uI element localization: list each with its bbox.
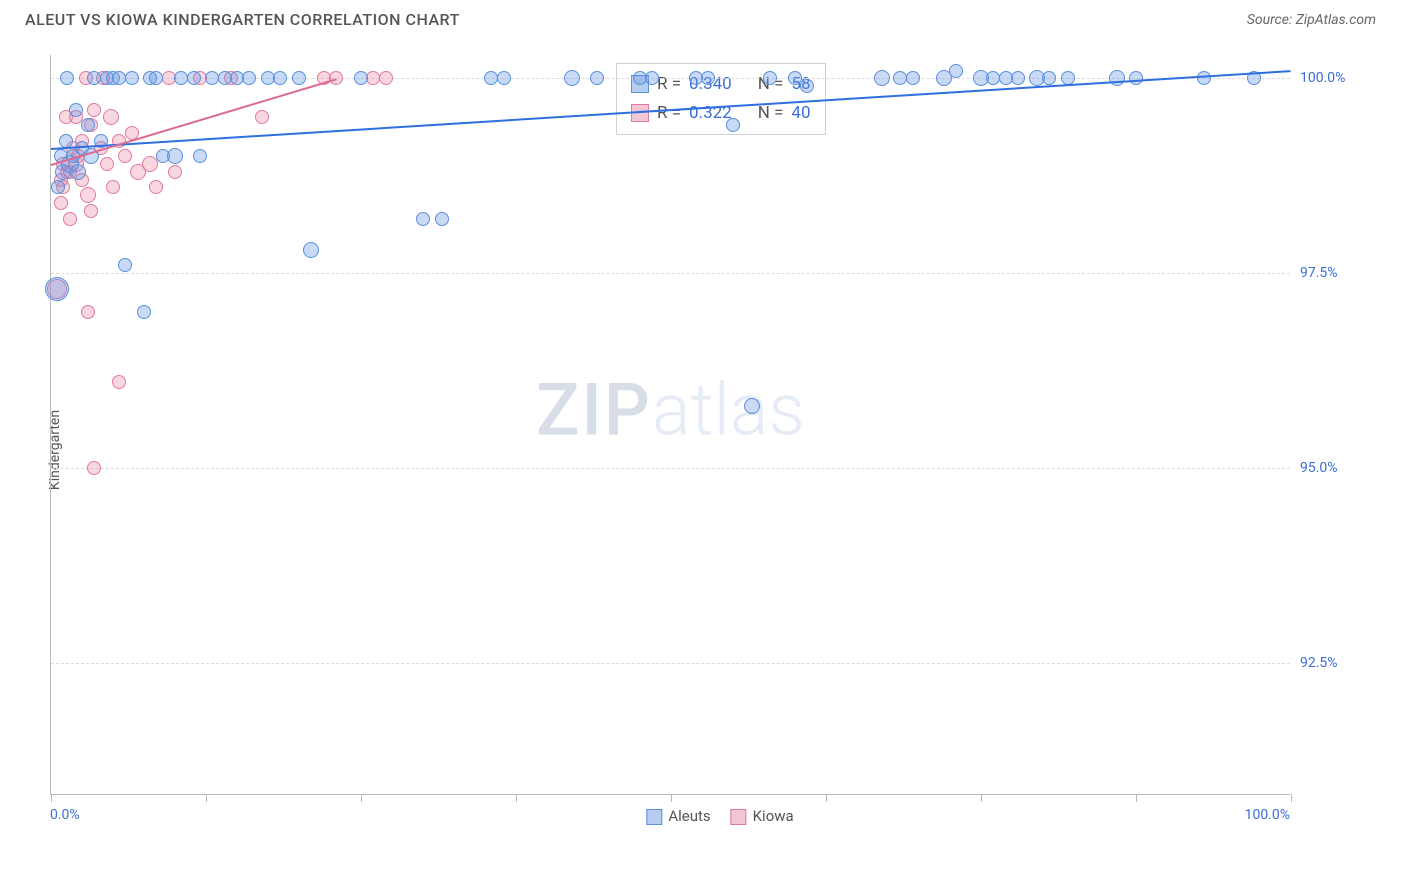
data-point-aleuts[interactable] <box>59 134 73 148</box>
data-point-aleuts[interactable] <box>744 398 760 414</box>
y-tick-label: 92.5% <box>1300 655 1338 671</box>
data-point-aleuts[interactable] <box>564 70 580 86</box>
data-point-kiowa[interactable] <box>81 305 95 319</box>
data-point-aleuts[interactable] <box>416 212 430 226</box>
x-tick <box>1291 794 1292 802</box>
series-legend: Aleuts Kiowa <box>646 807 793 825</box>
r-label: R = <box>657 99 681 128</box>
data-point-kiowa[interactable] <box>118 149 132 163</box>
legend-label: Aleuts <box>668 807 710 825</box>
source-attribution: Source: ZipAtlas.com <box>1247 12 1376 28</box>
data-point-kiowa[interactable] <box>255 110 269 124</box>
data-point-aleuts[interactable] <box>292 71 306 85</box>
data-point-kiowa[interactable] <box>106 180 120 194</box>
watermark-zip: ZIP <box>536 367 652 452</box>
legend-item[interactable]: Aleuts <box>646 807 710 825</box>
gridline <box>51 468 1290 469</box>
gridline <box>51 663 1290 664</box>
data-point-aleuts[interactable] <box>645 71 659 85</box>
chart-title: ALEUT VS KIOWA KINDERGARTEN CORRELATION … <box>25 10 460 29</box>
data-point-aleuts[interactable] <box>800 79 814 93</box>
data-point-aleuts[interactable] <box>1109 70 1125 86</box>
legend-item[interactable]: Kiowa <box>731 807 794 825</box>
data-point-kiowa[interactable] <box>84 204 98 218</box>
data-point-aleuts[interactable] <box>726 118 740 132</box>
data-point-kiowa[interactable] <box>379 71 393 85</box>
x-tick <box>51 794 52 802</box>
watermark: ZIPatlas <box>536 367 805 452</box>
data-point-aleuts[interactable] <box>435 212 449 226</box>
plot-area: ZIPatlas R =0.340N =58R =0.322N =40 <box>50 55 1290 795</box>
data-point-aleuts[interactable] <box>1042 71 1056 85</box>
legend-swatch <box>646 809 662 825</box>
data-point-kiowa[interactable] <box>54 196 68 210</box>
x-tick <box>671 794 672 802</box>
data-point-aleuts[interactable] <box>1011 71 1025 85</box>
data-point-kiowa[interactable] <box>87 461 101 475</box>
x-axis-min-label: 0.0% <box>50 807 80 823</box>
data-point-aleuts[interactable] <box>125 71 139 85</box>
data-point-aleuts[interactable] <box>273 71 287 85</box>
y-tick-label: 97.5% <box>1300 265 1338 281</box>
data-point-aleuts[interactable] <box>51 180 65 194</box>
data-point-aleuts[interactable] <box>60 71 74 85</box>
data-point-kiowa[interactable] <box>100 157 114 171</box>
data-point-aleuts[interactable] <box>242 71 256 85</box>
data-point-aleuts[interactable] <box>701 71 715 85</box>
gridline <box>51 273 1290 274</box>
y-tick-label: 100.0% <box>1300 70 1345 86</box>
y-tick-label: 95.0% <box>1300 460 1338 476</box>
x-tick <box>206 794 207 802</box>
x-axis-max-label: 100.0% <box>1245 807 1290 823</box>
data-point-aleuts[interactable] <box>187 71 201 85</box>
watermark-atlas: atlas <box>652 367 805 452</box>
x-tick <box>516 794 517 802</box>
x-tick <box>826 794 827 802</box>
legend-swatch <box>731 809 747 825</box>
data-point-aleuts[interactable] <box>45 277 69 301</box>
data-point-aleuts[interactable] <box>1197 71 1211 85</box>
data-point-aleuts[interactable] <box>354 71 368 85</box>
data-point-aleuts[interactable] <box>303 242 319 258</box>
data-point-kiowa[interactable] <box>63 212 77 226</box>
data-point-aleuts[interactable] <box>81 118 95 132</box>
data-point-aleuts[interactable] <box>497 71 511 85</box>
data-point-kiowa[interactable] <box>149 180 163 194</box>
r-label: R = <box>657 70 681 99</box>
data-point-aleuts[interactable] <box>70 164 86 180</box>
x-tick <box>1136 794 1137 802</box>
x-tick <box>981 794 982 802</box>
chart-header: ALEUT VS KIOWA KINDERGARTEN CORRELATION … <box>0 0 1406 39</box>
data-point-aleuts[interactable] <box>763 71 777 85</box>
data-point-aleuts[interactable] <box>137 305 151 319</box>
data-point-kiowa[interactable] <box>112 375 126 389</box>
legend-label: Kiowa <box>753 807 794 825</box>
data-point-kiowa[interactable] <box>80 187 96 203</box>
data-point-aleuts[interactable] <box>874 70 890 86</box>
data-point-aleuts[interactable] <box>949 64 963 78</box>
data-point-aleuts[interactable] <box>193 149 207 163</box>
data-point-aleuts[interactable] <box>590 71 604 85</box>
data-point-aleuts[interactable] <box>118 258 132 272</box>
data-point-kiowa[interactable] <box>87 103 101 117</box>
data-point-aleuts[interactable] <box>906 71 920 85</box>
data-point-kiowa[interactable] <box>103 109 119 125</box>
x-tick <box>361 794 362 802</box>
data-point-aleuts[interactable] <box>69 103 83 117</box>
data-point-aleuts[interactable] <box>149 71 163 85</box>
data-point-kiowa[interactable] <box>168 165 182 179</box>
chart-area: Kindergarten ZIPatlas R =0.340N =58R =0.… <box>50 55 1390 845</box>
data-point-aleuts[interactable] <box>167 148 183 164</box>
data-point-aleuts[interactable] <box>1129 71 1143 85</box>
